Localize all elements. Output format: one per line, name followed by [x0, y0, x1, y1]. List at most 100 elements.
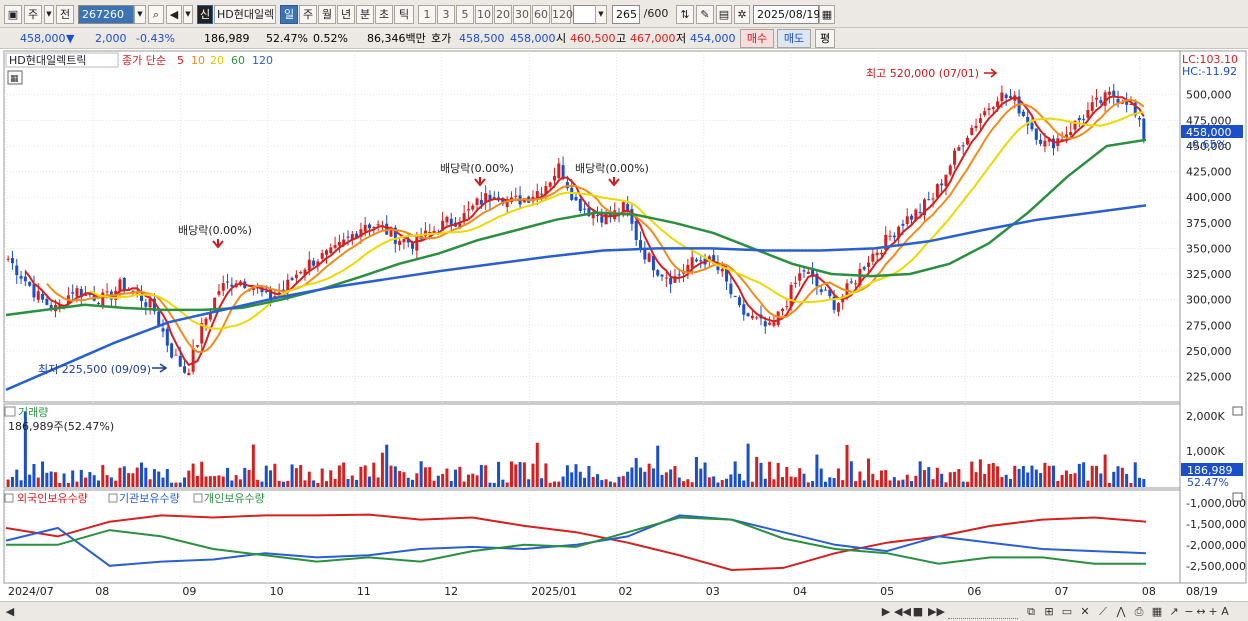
new-badge[interactable]: 신: [197, 5, 213, 24]
x-axis-label: 08: [95, 585, 109, 598]
period-sub-button[interactable]: 전: [56, 5, 74, 24]
zoom-in-icon[interactable]: +: [1208, 605, 1218, 618]
search-icon[interactable]: ⌕: [148, 5, 164, 24]
draw-tool-icon[interactable]: ✎: [696, 5, 714, 24]
eval-button[interactable]: 평: [815, 29, 835, 48]
candle-body: [1142, 118, 1146, 139]
candle-body: [1043, 140, 1047, 147]
layout-icon[interactable]: ▣: [4, 5, 22, 24]
candle-body: [922, 199, 926, 216]
volume-bar: [742, 480, 746, 487]
layout-split-icon[interactable]: ⊞: [1044, 605, 1054, 618]
volume-bar: [591, 477, 595, 487]
gear-icon[interactable]: ✲: [734, 5, 750, 24]
panel-icon[interactable]: ▭: [1061, 605, 1073, 618]
fast-forward-icon[interactable]: ▶▶: [928, 605, 945, 618]
volume-bar: [170, 482, 174, 487]
calc-icon[interactable]: [7, 70, 23, 85]
stock-code-input[interactable]: 267260: [78, 5, 134, 24]
zoom-out-icon[interactable]: −: [1184, 605, 1194, 618]
volume-close-icon[interactable]: [1232, 406, 1243, 416]
save-icon[interactable]: ▤: [716, 5, 732, 24]
volume-pane-icon[interactable]: [4, 406, 16, 417]
zoom-in-small-icon[interactable]: ↗: [1169, 605, 1179, 618]
interval-1[interactable]: 1: [418, 5, 436, 24]
copy-icon[interactable]: ⧉: [1027, 605, 1035, 618]
chart-area[interactable]: HD현대일렉트릭 종가 단순 5 10 20 60 120 ▦ LC:103.1…: [0, 49, 1248, 601]
sound-icon[interactable]: ◀: [166, 5, 182, 24]
stock-name-field[interactable]: HD현대일렉: [214, 5, 276, 24]
sound-dropdown-icon[interactable]: ▼: [183, 5, 193, 24]
period-tab-minute[interactable]: 분: [356, 5, 374, 24]
buy-button[interactable]: 매수: [740, 29, 774, 48]
volume-bar: [690, 482, 694, 487]
candle-body: [505, 199, 509, 207]
bottom-scrollbar[interactable]: ◀ ▶ ◀◀ ■ ▶▶ ⧉ ⊞ ▭ ✕ ⟋ ⋀ ⎙ ▦ ↗ − ↔ + A: [0, 601, 1248, 621]
period-dropdown-icon[interactable]: ▼: [44, 5, 54, 24]
candle-body: [148, 299, 152, 308]
x-axis-label: 04: [793, 585, 807, 598]
period-tab-day[interactable]: 일: [280, 5, 298, 24]
interval-30[interactable]: 30: [513, 5, 531, 24]
period-tab-week[interactable]: 주: [299, 5, 317, 24]
chart-canvas[interactable]: HD현대일렉트릭 종가 단순 5 10 20 60 120 ▦ LC:103.1…: [0, 49, 1248, 601]
volume-bars: [6, 412, 1146, 487]
screenshot-icon[interactable]: ⎙: [1134, 605, 1144, 618]
quote-open: 460,500: [570, 32, 616, 45]
interval-20[interactable]: 20: [494, 5, 512, 24]
volume-bar: [1043, 462, 1047, 487]
candle-body: [639, 240, 643, 250]
volume-bar: [583, 477, 587, 487]
period-main-button[interactable]: 주: [24, 5, 42, 24]
legend-prefix: 종가 단순: [122, 54, 166, 67]
period-tab-tick[interactable]: 틱: [394, 5, 414, 24]
candle-body: [350, 234, 354, 240]
period-tab-second[interactable]: 초: [375, 5, 393, 24]
date-input[interactable]: 2025/08/19: [753, 5, 820, 24]
stock-code-dropdown-icon[interactable]: ▼: [134, 5, 146, 24]
count-input[interactable]: 265: [612, 5, 640, 24]
stop-icon[interactable]: ■: [912, 605, 924, 618]
dividend-label-3: 배당락(0.00%): [575, 162, 649, 175]
reset-zoom-icon[interactable]: ↔: [1196, 605, 1206, 618]
volume-bar: [1060, 474, 1064, 487]
interval-3[interactable]: 3: [437, 5, 455, 24]
holding-close-icon[interactable]: [1232, 492, 1243, 502]
volume-bar: [195, 475, 199, 487]
volume-bar: [200, 461, 204, 487]
candle-body: [1099, 100, 1103, 104]
volume-bar: [647, 463, 651, 487]
volume-bar: [733, 461, 737, 487]
scroll-left-icon[interactable]: ◀: [5, 605, 15, 618]
fib-icon[interactable]: ⋀: [1116, 605, 1126, 618]
max-arrow-icon: [984, 68, 998, 78]
volume-bar: [49, 471, 53, 487]
sell-button[interactable]: 매도: [777, 29, 811, 48]
calendar-icon[interactable]: ▦: [819, 5, 835, 24]
volume-bar: [350, 475, 354, 487]
zoom-slider[interactable]: [948, 605, 1018, 619]
trend-line-icon[interactable]: ⟋: [1099, 605, 1107, 618]
volume-bar: [1056, 480, 1060, 487]
interval-dropdown-icon[interactable]: ▼: [595, 5, 607, 24]
volume-bar: [497, 461, 501, 487]
interval-10[interactable]: 10: [475, 5, 493, 24]
volume-bar: [32, 463, 36, 487]
period-tab-year[interactable]: 년: [337, 5, 355, 24]
volume-bar: [462, 481, 466, 487]
quote-high: 467,000: [630, 32, 676, 45]
volume-bar: [458, 466, 462, 487]
print-icon[interactable]: ▦: [1151, 605, 1163, 618]
candle-body: [621, 202, 625, 216]
font-size-icon[interactable]: A: [1221, 605, 1229, 618]
scroll-right-icon[interactable]: ▶: [881, 605, 891, 618]
interval-5[interactable]: 5: [456, 5, 474, 24]
chart-type-icon[interactable]: ⇅: [676, 5, 694, 24]
period-tab-month[interactable]: 월: [318, 5, 336, 24]
rewind-icon[interactable]: ◀◀: [894, 605, 911, 618]
interval-120[interactable]: 120: [551, 5, 573, 24]
crosshair-icon[interactable]: ✕: [1080, 605, 1090, 618]
candle-body: [208, 312, 212, 320]
interval-60[interactable]: 60: [532, 5, 550, 24]
candle-body: [376, 224, 380, 226]
